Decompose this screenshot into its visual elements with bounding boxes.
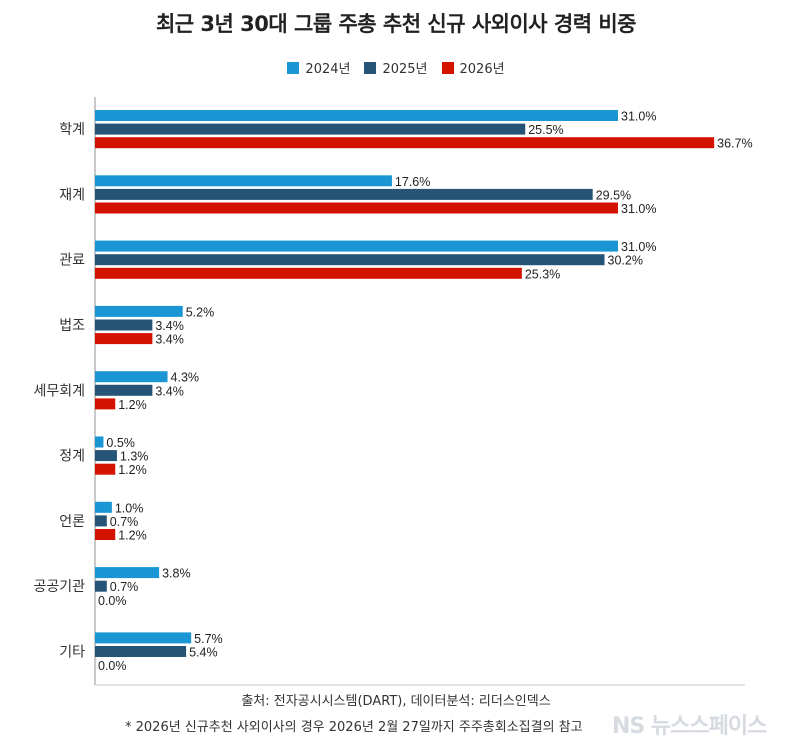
source-text: 출처: 전자공시시스템(DART), 데이터분석: 리더스인덱스 (241, 694, 551, 709)
legend-item: 2024년 (287, 58, 350, 77)
category-label: 재계 (59, 187, 85, 203)
bar (95, 515, 107, 527)
bar (95, 240, 618, 252)
category-label: 정계 (59, 449, 85, 465)
data-label: 25.5% (528, 123, 563, 137)
bar (95, 436, 104, 448)
bar (95, 188, 593, 200)
category-label: 학계 (59, 122, 85, 138)
data-label: 29.5% (596, 188, 631, 202)
legend-swatch (287, 61, 300, 74)
legend-label: 2026년 (459, 62, 505, 77)
legend-swatch (364, 61, 377, 74)
bar (95, 371, 168, 383)
data-label: 0.7% (110, 580, 139, 594)
category-label: 공공기관 (33, 579, 85, 595)
bar (95, 175, 392, 187)
data-label: 31.0% (621, 240, 656, 254)
data-label: 17.6% (395, 175, 430, 189)
bar (95, 333, 153, 345)
data-label: 0.0% (98, 594, 127, 608)
bar (95, 319, 153, 331)
data-label: 5.4% (189, 646, 218, 660)
data-label: 3.8% (162, 567, 191, 581)
data-label: 25.3% (525, 267, 560, 281)
bar (95, 529, 116, 540)
watermark-logo: NS 뉴스스페이스 (612, 714, 767, 739)
category-label: 법조 (59, 318, 85, 334)
legend-item: 2025년 (364, 58, 428, 77)
data-label: 1.3% (120, 450, 148, 464)
bar (95, 646, 187, 657)
bar (95, 123, 526, 135)
category-label: 언론 (59, 514, 85, 530)
footnote: * 2026년 신규추천 사외이사의 경우 2026년 2월 27일까지 주주총… (125, 720, 583, 735)
bar (95, 305, 183, 317)
data-label: 31.0% (621, 110, 656, 124)
legend-label: 2024년 (305, 62, 351, 77)
data-label: 5.2% (186, 305, 215, 319)
data-label: 31.0% (621, 202, 656, 216)
data-label: 4.3% (171, 371, 200, 385)
bar (95, 202, 618, 214)
bar (95, 632, 192, 644)
data-label: 3.4% (155, 333, 184, 347)
bar (95, 137, 715, 149)
bar (95, 580, 107, 592)
legend: 2024년 2025년 2026년 (0, 58, 792, 77)
legend-label: 2025년 (382, 62, 428, 77)
bar (95, 398, 116, 410)
bar (95, 463, 116, 475)
bar (95, 254, 605, 266)
data-label: 0.0% (98, 659, 127, 673)
data-label: 1.2% (118, 463, 147, 477)
category-label: 관료 (59, 253, 85, 269)
chart-title: 최근 3년 30대 그룹 주총 추천 신규 사외이사 경력 비중 (155, 12, 637, 36)
data-label: 1.2% (118, 529, 147, 543)
data-label: 1.2% (118, 398, 147, 412)
bar (95, 110, 618, 121)
category-label: 기타 (59, 645, 85, 661)
data-label: 30.2% (608, 254, 643, 268)
category-label: 세무회계 (33, 383, 85, 399)
data-label: 3.4% (155, 384, 184, 398)
data-label: 0.7% (110, 515, 139, 529)
bar (95, 501, 112, 513)
bar (95, 450, 117, 462)
legend-swatch (441, 61, 454, 74)
data-label: 0.5% (106, 436, 135, 450)
data-label: 5.7% (194, 632, 223, 646)
bar (95, 384, 153, 396)
data-label: 3.4% (155, 319, 184, 333)
data-label: 36.7% (717, 137, 752, 151)
bar (95, 267, 522, 279)
legend-item: 2026년 (441, 58, 505, 77)
data-label: 1.0% (115, 501, 144, 515)
bar (95, 567, 160, 579)
